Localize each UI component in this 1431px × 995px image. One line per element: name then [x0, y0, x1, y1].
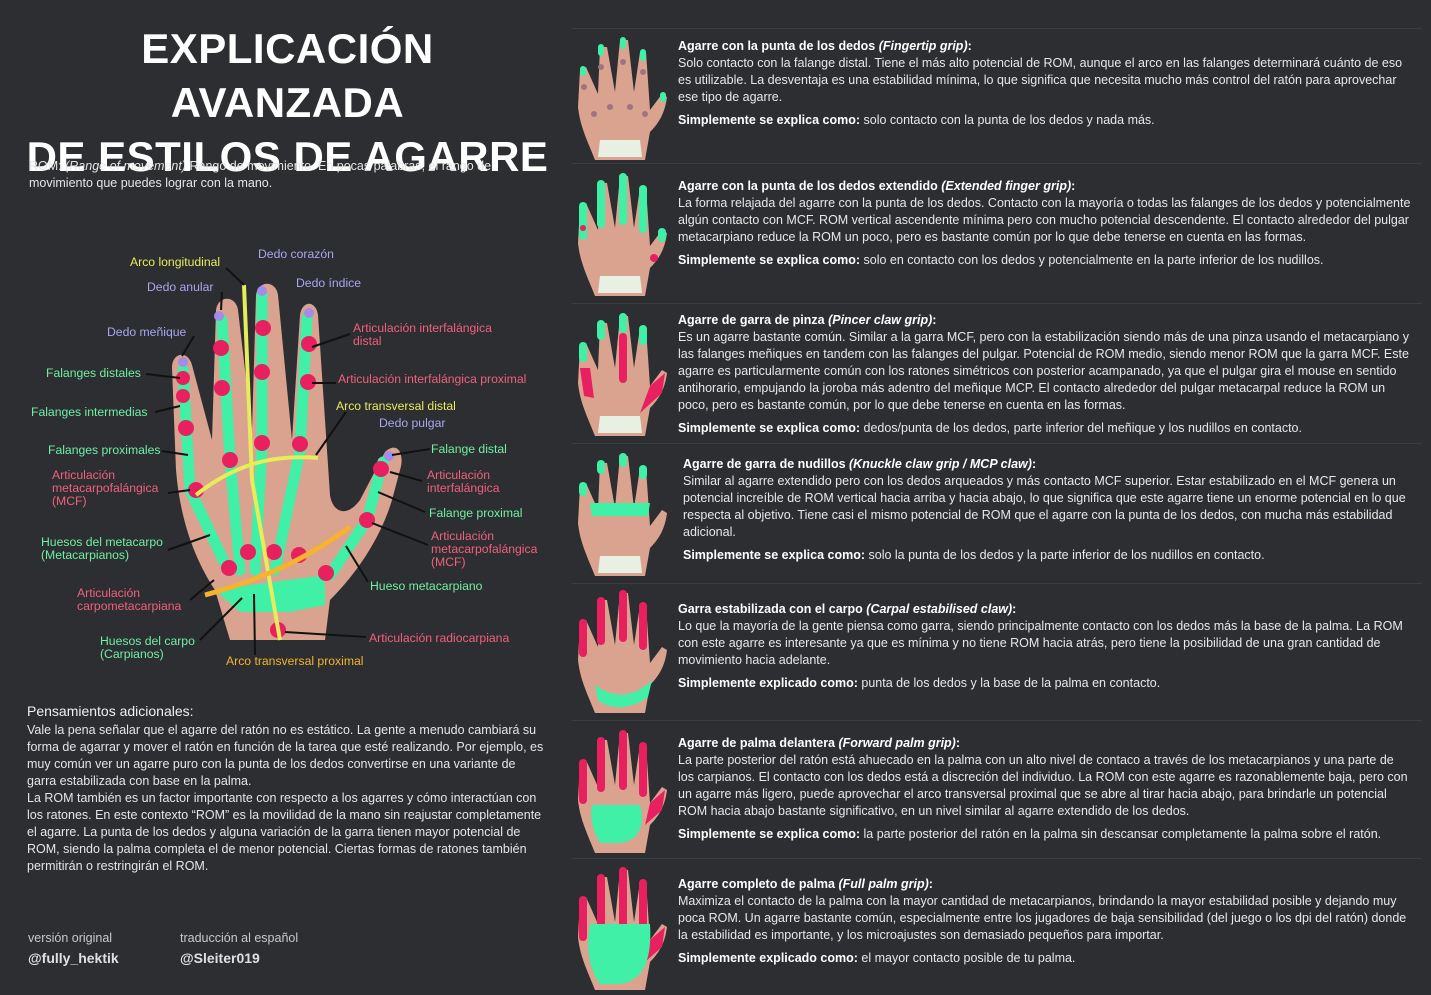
credit-original-handle: @fully_hektik	[28, 950, 119, 966]
separator	[572, 303, 1422, 304]
rom-note-prefix: ROM:	[29, 159, 66, 173]
grip-simple: Simplemente explicado como: punta de los…	[678, 676, 1161, 690]
label-falanges-distales: Falanges distales	[46, 366, 141, 380]
label-dedo-menique: Dedo meñique	[107, 325, 187, 339]
label-arco-transversal-proximal: Arco transversal proximal	[226, 654, 364, 668]
separator	[572, 163, 1422, 164]
grip-title: Agarre con la punta de los dedos extendi…	[678, 179, 1076, 193]
extra-paragraph-1: Vale la pena señalar que el agarre del r…	[27, 723, 544, 788]
extra-paragraph-2: La ROM también es un factor importante c…	[27, 791, 542, 873]
hand-anatomy-diagram	[145, 267, 431, 656]
credit-translation-label: traducción al español	[180, 931, 299, 945]
label-art-radiocarpiana: Articulación radiocarpiana	[369, 631, 510, 645]
label-falange-proximal: Falange proximal	[429, 506, 523, 520]
label-art-mcf-left: Articulación metacarpofalángica (MCF)	[52, 468, 159, 508]
label-hueso-metacarpiano: Hueso metacarpiano	[370, 579, 483, 593]
credit-translation-handle: @Sleiter019	[180, 950, 260, 966]
grip-hand-carpal	[578, 590, 667, 713]
label-falanges-intermedias: Falanges intermedias	[31, 405, 148, 419]
grip-forward-palm: Agarre de palma delantera (Forward palm …	[678, 735, 1413, 843]
credit-original-label: versión original	[28, 931, 113, 945]
grip-simple: Simplemente se explica como: la parte po…	[678, 827, 1382, 841]
label-art-interfalangica-proximal: Articulación interfalángica proximal	[338, 372, 527, 386]
title-line-1: EXPLICACIÓN AVANZADA	[141, 25, 434, 126]
grip-title: Garra estabilizada con el carpo (Carpal …	[678, 602, 1017, 616]
label-huesos-carpo: Huesos del carpo (Carpianos)	[100, 634, 195, 661]
grip-description: Solo contacto con la falange distal. Tie…	[678, 56, 1403, 104]
title-line-2: DE ESTILOS DE AGARRE	[26, 133, 549, 180]
grip-title: Agarre completo de palma (Full palm grip…	[678, 877, 933, 891]
label-arco-transversal-distal: Arco transversal distal	[336, 399, 456, 413]
label-dedo-anular: Dedo anular	[147, 280, 214, 294]
label-art-carpometacarpiana: Articulación carpometacarpiana	[77, 586, 182, 613]
grip-description: Lo que la mayoría de la gente piensa com…	[678, 619, 1403, 667]
grip-hand-knuckle	[578, 453, 667, 576]
label-falange-distal: Falange distal	[431, 442, 507, 456]
label-art-mcf-right: Articulación metacarpofalángica (MCF)	[431, 529, 538, 569]
grip-simple: Simplemente se explica como: solo contac…	[678, 113, 1155, 127]
rom-note: ROM: (Range of movement) Rango de movimi…	[29, 158, 549, 192]
grip-extended: Agarre con la punta de los dedos extendi…	[678, 178, 1413, 269]
grip-title: Agarre con la punta de los dedos (Finger…	[678, 39, 972, 53]
separator	[572, 443, 1422, 444]
grip-hand-full-palm	[578, 867, 667, 990]
arc-transversal-distal-line	[194, 455, 319, 497]
label-dedo-pulgar: Dedo pulgar	[379, 416, 446, 430]
label-falanges-proximales: Falanges proximales	[48, 443, 161, 457]
grip-knuckle: Agarre de garra de nudillos (Knuckle cla…	[683, 456, 1418, 564]
label-art-interfalangica: Articulación interfalángica	[427, 468, 500, 495]
separator	[572, 858, 1422, 859]
grip-title: Agarre de garra de nudillos (Knuckle cla…	[683, 457, 1037, 471]
grip-hand-forward-palm	[578, 730, 667, 853]
leader-lines	[145, 267, 431, 656]
joints	[176, 320, 389, 638]
fingertips	[178, 286, 394, 461]
label-arco-longitudinal: Arco longitudinal	[130, 255, 221, 269]
extra-title: Pensamientos adicionales:	[27, 703, 194, 719]
label-dedo-indice: Dedo índice	[296, 276, 362, 290]
grip-pincer: Agarre de garra de pinza (Pincer claw gr…	[678, 312, 1413, 437]
grip-simple: Simplemente se explica como: dedos/punta…	[678, 421, 1302, 435]
grip-hand-pincer	[578, 313, 667, 436]
arc-transversal-proximal-line	[204, 524, 352, 598]
grip-hand-extended	[578, 173, 667, 296]
grip-fingertip: Agarre con la punta de los dedos (Finger…	[678, 38, 1413, 129]
separator	[572, 28, 1422, 29]
separator	[572, 720, 1422, 721]
separator	[572, 583, 1422, 584]
grip-description: La forma relajada del agarre con la punt…	[678, 196, 1411, 244]
grip-simple: Simplemente explicado como: el mayor con…	[678, 951, 1076, 965]
rom-note-term: (Range of movement)	[65, 159, 186, 173]
grip-full-palm: Agarre completo de palma (Full palm grip…	[678, 876, 1413, 967]
label-art-interfalangica-distal: Articulación interfalángica distal	[353, 321, 492, 348]
grip-description: La parte posterior del ratón está ahueca…	[678, 753, 1408, 818]
grip-title: Agarre de garra de pinza (Pincer claw gr…	[678, 313, 937, 327]
rom-note-text: Rango de movimiento. En pocas palabras, …	[29, 159, 492, 190]
label-huesos-metacarpo: Huesos del metacarpo (Metacarpianos)	[41, 535, 163, 562]
grip-description: Es un agarre bastante común. Similar a l…	[678, 330, 1409, 412]
arc-longitudinal-line	[242, 284, 282, 641]
grip-description: Similar al agarre extendido pero con los…	[683, 474, 1406, 539]
grip-simple: Simplemente se explica como: solo la pun…	[683, 548, 1265, 562]
extra-text: Vale la pena señalar que el agarre del r…	[27, 722, 547, 875]
grip-carpal: Garra estabilizada con el carpo (Carpal …	[678, 601, 1413, 692]
label-dedo-corazon: Dedo corazón	[258, 247, 334, 261]
grip-hand-fingertip	[578, 37, 667, 160]
grip-simple: Simplemente se explica como: solo en con…	[678, 253, 1324, 267]
grip-title: Agarre de palma delantera (Forward palm …	[678, 736, 961, 750]
page-title: EXPLICACIÓN AVANZADA DE ESTILOS DE AGARR…	[20, 22, 555, 184]
grip-description: Maximiza el contacto de la palma con la …	[678, 894, 1407, 942]
